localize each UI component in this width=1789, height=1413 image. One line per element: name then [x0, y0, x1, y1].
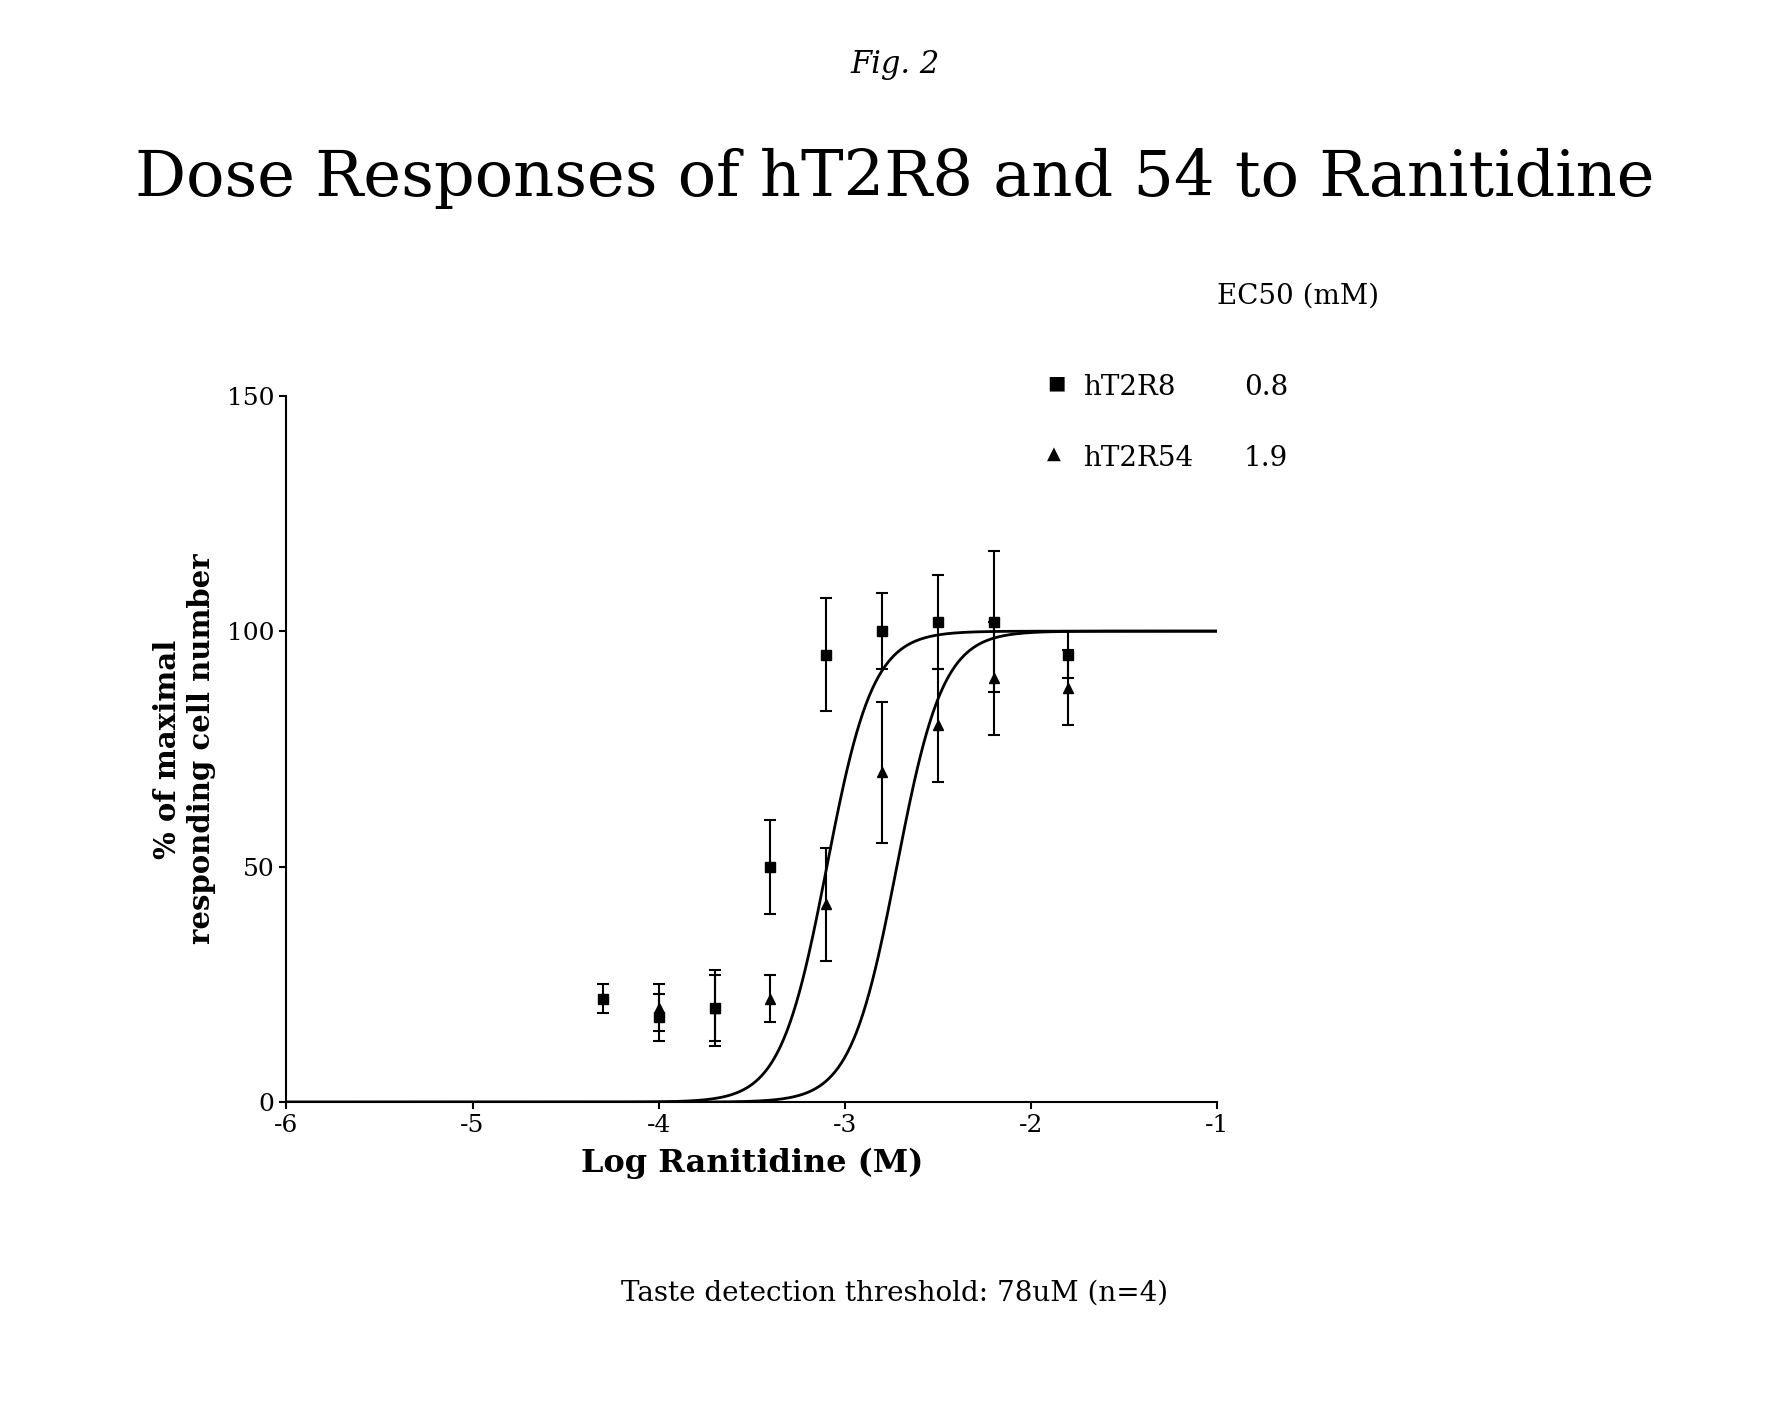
- Text: Taste detection threshold: 78uM (n=4): Taste detection threshold: 78uM (n=4): [621, 1280, 1168, 1307]
- Text: hT2R8: hT2R8: [1082, 374, 1175, 401]
- Text: Dose Responses of hT2R8 and 54 to Ranitidine: Dose Responses of hT2R8 and 54 to Raniti…: [136, 148, 1653, 209]
- Text: EC50 (mM): EC50 (mM): [1217, 283, 1379, 309]
- Text: hT2R54: hT2R54: [1082, 445, 1193, 472]
- Text: ▲: ▲: [1047, 445, 1061, 463]
- X-axis label: Log Ranitidine (M): Log Ranitidine (M): [580, 1147, 923, 1180]
- Y-axis label: % of maximal
responding cell number: % of maximal responding cell number: [154, 554, 216, 944]
- Text: 0.8: 0.8: [1243, 374, 1288, 401]
- Text: Fig. 2: Fig. 2: [850, 49, 939, 81]
- Text: 1.9: 1.9: [1243, 445, 1288, 472]
- Text: ■: ■: [1047, 374, 1064, 393]
